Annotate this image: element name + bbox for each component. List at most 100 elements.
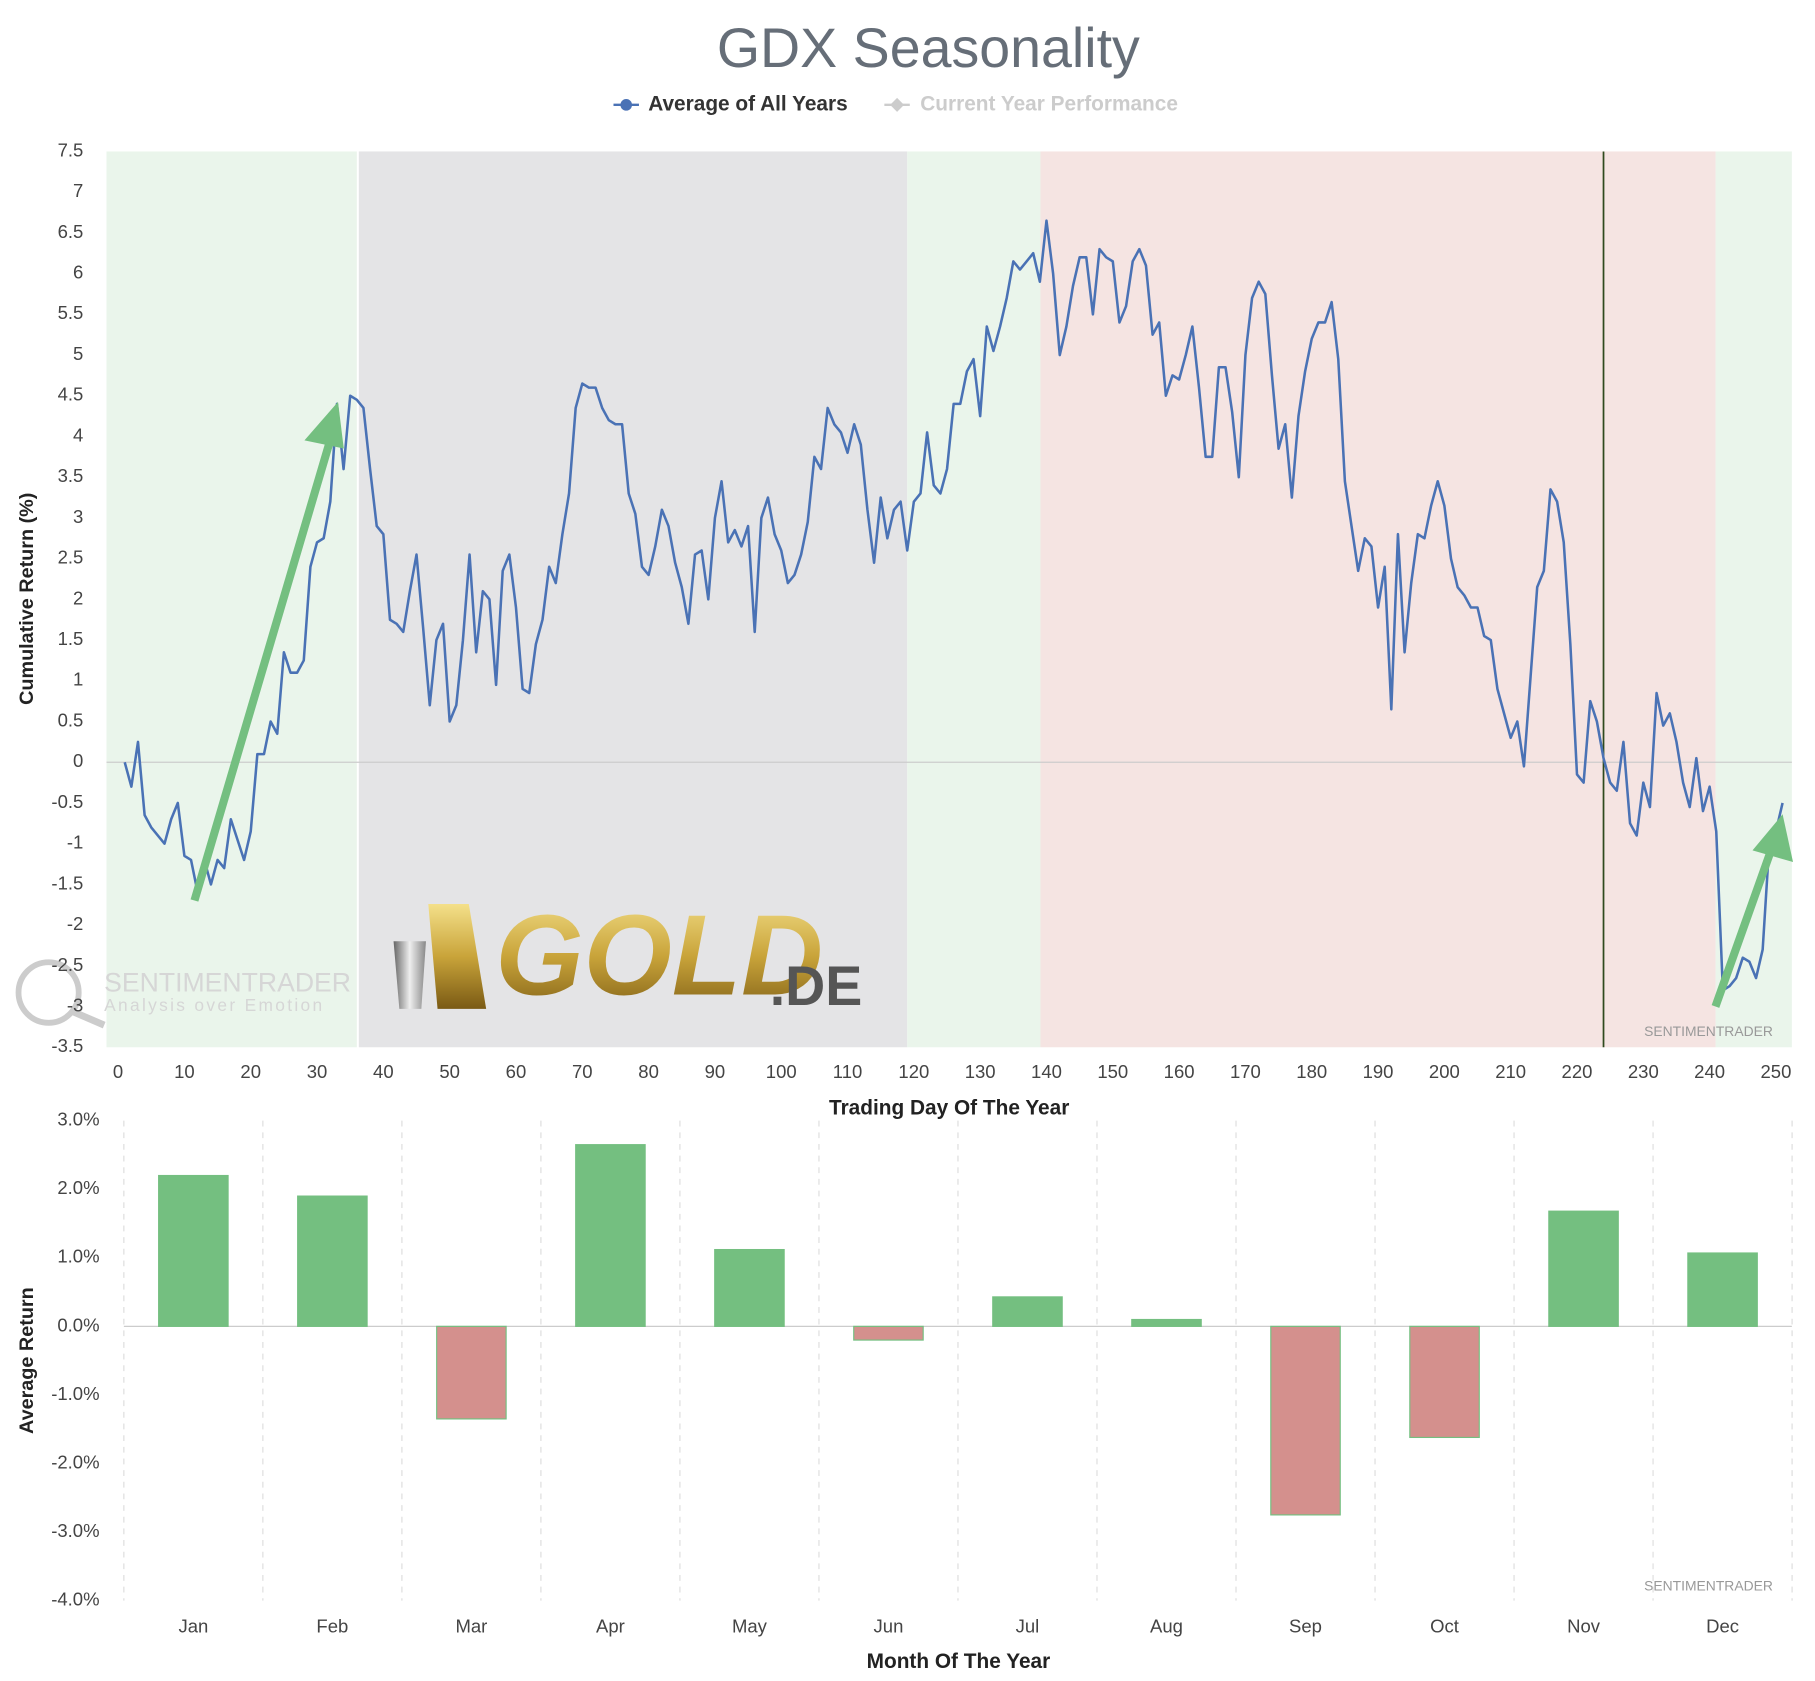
- annotation-arrow: [1711, 849, 1775, 1008]
- x-tick-label: 70: [572, 1061, 593, 1082]
- bar: [436, 1325, 507, 1420]
- y-tick-label: -1: [67, 832, 83, 853]
- y-tick-label: 0.0%: [57, 1314, 99, 1335]
- y-tick-label: -2.5: [51, 954, 83, 975]
- y-tick-label: 0: [73, 750, 83, 771]
- x-tick-label: 130: [965, 1061, 996, 1082]
- y-tick-label: -4.0%: [51, 1588, 99, 1609]
- x-tick-label: Oct: [1430, 1615, 1460, 1636]
- x-tick-label: 220: [1562, 1061, 1593, 1082]
- legend-label: Average of All Years: [648, 92, 847, 115]
- y-tick-label: 4: [73, 424, 83, 445]
- y-tick-label: 3.5: [58, 465, 84, 486]
- y-tick-label: 0.5: [58, 709, 84, 730]
- bar: [853, 1325, 924, 1341]
- y-tick-label: -3.0%: [51, 1520, 99, 1541]
- y-tick-label: 2.5: [58, 547, 84, 568]
- x-tick-label: Jul: [1016, 1615, 1040, 1636]
- x-tick-label: 90: [705, 1061, 726, 1082]
- logo-suffix: .DE: [770, 955, 863, 1017]
- logo: GOLD .DE: [393, 892, 863, 1020]
- watermark-corner: SENTIMENTRADER: [1644, 1577, 1773, 1593]
- watermark-text: SENTIMENTRADER: [104, 967, 351, 997]
- y-tick-label: -3: [67, 994, 83, 1015]
- x-tick-label: May: [732, 1615, 768, 1636]
- line-plot: -3.5 -3 -2.5 -2 -1.5 -1 -0.5 0 0.5 1 1.5 2 2.5 3 3.5 4 4…: [51, 139, 1792, 1082]
- x-tick-label: 50: [439, 1061, 460, 1082]
- x-tick-label: 200: [1429, 1061, 1460, 1082]
- x-tick-label: 20: [240, 1061, 261, 1082]
- x-tick-label: 160: [1164, 1061, 1195, 1082]
- y-tick-label: 1: [73, 669, 83, 690]
- x-tick-label: Jan: [178, 1615, 208, 1636]
- x-tick-label: Mar: [455, 1615, 487, 1636]
- x-tick-label: 0: [113, 1061, 123, 1082]
- bar: [575, 1144, 646, 1327]
- x-tick-label: Sep: [1289, 1615, 1322, 1636]
- x-tick-label: 110: [833, 1061, 862, 1082]
- watermark-tagline: Analysis over Emotion: [104, 995, 324, 1015]
- x-tick-label: 80: [638, 1061, 659, 1082]
- x-tick-label: 150: [1097, 1061, 1128, 1082]
- x-tick-label: 10: [174, 1061, 195, 1082]
- y-tick-label: 6.5: [58, 221, 84, 242]
- annotation-arrowhead: [304, 401, 344, 449]
- watermark: SENTIMENTRADER Analysis over Emotion: [15, 959, 351, 1029]
- legend-swatch: [620, 99, 633, 111]
- series-line: [123, 219, 1784, 992]
- chart-title: GDX Seasonality: [717, 17, 1140, 79]
- legend-swatch: [890, 97, 905, 112]
- region-band: [907, 151, 1041, 1048]
- bar: [1270, 1325, 1341, 1516]
- bar: [1131, 1318, 1202, 1327]
- x-tick-label: Dec: [1706, 1615, 1739, 1636]
- bar: [158, 1174, 229, 1327]
- watermark-corner: SENTIMENTRADER: [1644, 1023, 1773, 1039]
- bar: [992, 1296, 1063, 1327]
- x-tick-label: 120: [898, 1061, 929, 1082]
- background-layer: [106, 151, 1792, 1048]
- annotation-arrow: [190, 432, 337, 902]
- annotation-arrowhead: [1752, 814, 1794, 863]
- bar: [1409, 1325, 1480, 1439]
- logo-bar: [393, 941, 426, 1009]
- y-tick-label: 5: [73, 343, 83, 364]
- x-tick-label: Nov: [1567, 1615, 1601, 1636]
- y-tick-label: -2: [67, 913, 83, 934]
- y-tick-label: 2.0%: [57, 1177, 99, 1198]
- y-tick-label: -1.0%: [51, 1383, 99, 1404]
- x-tick-label: 30: [307, 1061, 328, 1082]
- x-axis-title: Trading Day Of The Year: [829, 1096, 1069, 1119]
- bar-plot: -4.0% -3.0% -2.0% -1.0% 0.0% 1.0% 2.0% 3.0% Jan F…: [51, 1109, 1793, 1636]
- x-tick-label: 60: [506, 1061, 527, 1082]
- y-tick-label: 1.0%: [57, 1246, 99, 1267]
- y-tick-label: 6: [73, 261, 83, 282]
- x-tick-label: 230: [1628, 1061, 1659, 1082]
- y-tick-label: 7: [73, 180, 83, 201]
- x-tick-label: 180: [1296, 1061, 1327, 1082]
- x-tick-label: Apr: [596, 1615, 625, 1636]
- x-tick-label: 250: [1760, 1061, 1791, 1082]
- y-axis-title: Cumulative Return (%): [16, 493, 38, 705]
- y-tick-label: 3: [73, 506, 83, 527]
- legend-label: Current Year Performance: [920, 92, 1178, 115]
- x-axis-title: Month Of The Year: [867, 1650, 1051, 1673]
- x-tick-label: Aug: [1150, 1615, 1183, 1636]
- bar: [1687, 1252, 1758, 1327]
- bar: [714, 1248, 785, 1327]
- y-tick-label: -3.5: [51, 1035, 83, 1056]
- x-tick-label: Feb: [316, 1615, 348, 1636]
- logo-bar: [428, 903, 487, 1009]
- bar: [297, 1195, 368, 1327]
- x-tick-label: 240: [1694, 1061, 1725, 1082]
- x-tick-label: 40: [373, 1061, 394, 1082]
- region-band: [1715, 151, 1792, 1048]
- y-tick-label: -0.5: [51, 791, 83, 812]
- x-tick-label: 210: [1495, 1061, 1526, 1082]
- region-band: [358, 151, 908, 1048]
- logo-text: GOLD: [495, 892, 823, 1019]
- region-band: [106, 151, 357, 1048]
- y-tick-label: 1.5: [58, 628, 84, 649]
- y-tick-label: 7.5: [58, 139, 84, 160]
